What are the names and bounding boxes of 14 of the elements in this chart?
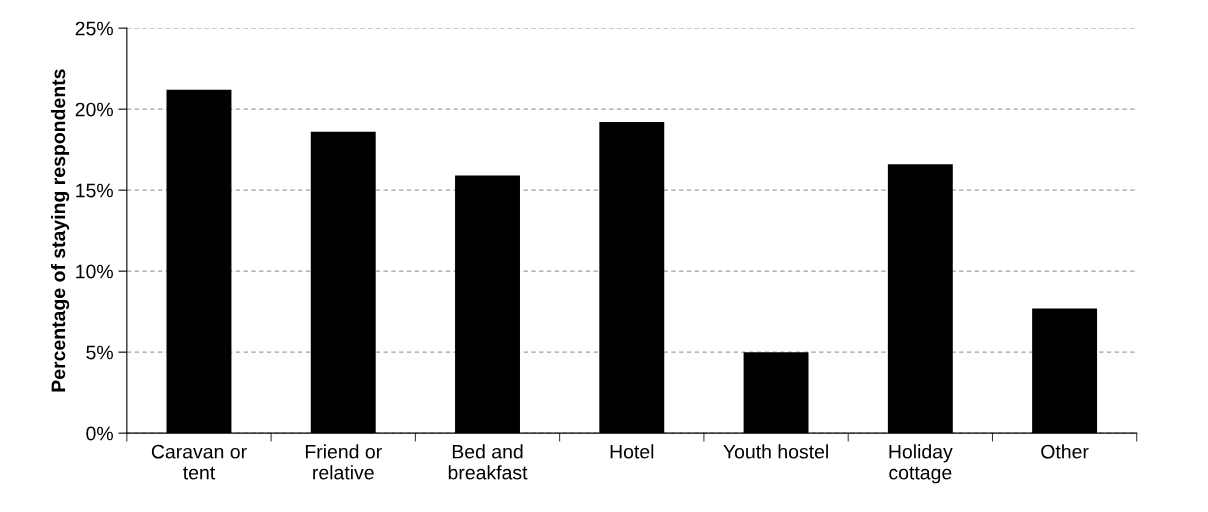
y-axis-title: Percentage of staying respondents <box>50 69 70 392</box>
y-tick-label: 10% <box>76 264 113 279</box>
x-tick-label: Caravan or tent <box>151 444 247 480</box>
x-tick-label: Other <box>1041 444 1089 459</box>
y-tick-label: 20% <box>75 102 113 117</box>
x-tick-label: Bed and breakfast <box>448 444 528 480</box>
y-tick-label: 25% <box>75 21 113 36</box>
x-tick-label: Holiday cottage <box>889 444 953 484</box>
x-tick-label: Youth hostel <box>723 444 828 459</box>
y-tick-label: 0% <box>86 426 113 441</box>
x-tick-label: Friend or relative <box>305 444 382 480</box>
y-tick-label: 15% <box>76 183 113 198</box>
x-tick-label: Hotel <box>610 444 654 459</box>
y-tick-label: 5% <box>86 345 113 360</box>
